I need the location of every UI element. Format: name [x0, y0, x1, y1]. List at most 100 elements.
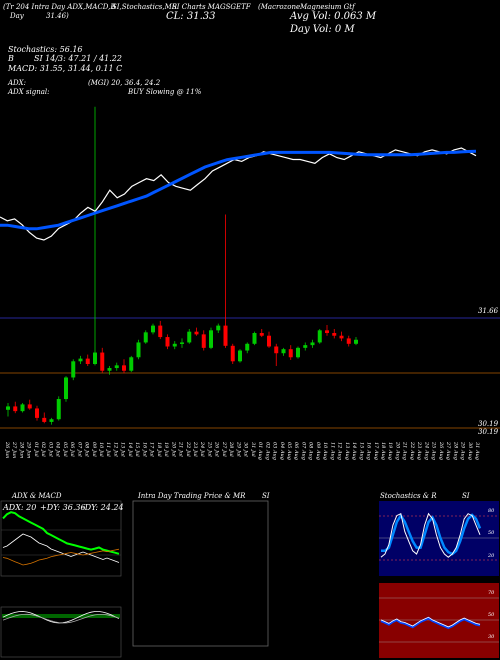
- candle-body: [78, 358, 83, 362]
- close-label: CL: 31.33: [166, 11, 216, 22]
- x-date-label: 17 Aug: [373, 442, 379, 460]
- x-date-label: 06 Aug: [293, 442, 299, 460]
- candle-body: [274, 346, 279, 354]
- x-date-label: 19 Aug: [387, 442, 393, 460]
- x-date-label: 21 Aug: [402, 441, 408, 460]
- x-date-label: 17 Jul: [149, 442, 155, 457]
- x-date-label: 06 Jul: [69, 442, 75, 457]
- x-date-label: 27 Jun: [11, 441, 17, 458]
- candle-body: [114, 365, 119, 369]
- intra-panel-title-b: SI: [262, 492, 270, 500]
- x-date-label: 27 Aug: [445, 441, 451, 460]
- x-date-label: 07 Aug: [300, 442, 306, 460]
- candle-body: [223, 325, 228, 346]
- x-date-label: 28 Jun: [18, 441, 24, 458]
- candle-body: [209, 330, 213, 348]
- candle-body: [259, 333, 264, 336]
- header-line2-b: 31.46): [46, 12, 69, 20]
- x-date-label: 31 Jul: [250, 442, 256, 457]
- x-date-label: 15 Jul: [134, 442, 140, 457]
- candle-body: [20, 404, 25, 412]
- adx-white-line: [2, 533, 120, 563]
- candle-body: [238, 350, 242, 362]
- candle-body: [64, 377, 68, 400]
- candle-body: [107, 368, 112, 371]
- header-line1-c: SI Charts MAGSGETF: [172, 3, 251, 11]
- candle-body: [85, 358, 90, 364]
- candle-body: [201, 334, 206, 348]
- main-price-chart: 26 Jun 27 Jun 28 Jun 29 Jun 01 Jul 02 Jul 03 J…: [0, 106, 500, 460]
- candle-body: [100, 352, 105, 371]
- price-line: [0, 147, 477, 241]
- x-date-label: 25 Jul: [206, 441, 212, 457]
- candle-body: [339, 335, 344, 339]
- candle-body: [296, 347, 300, 358]
- adx-signal-label: ADX signal:: [8, 88, 50, 96]
- candle-body: [158, 325, 163, 338]
- x-date-label: 14 Jul: [127, 442, 133, 457]
- intra-day-panel: [132, 500, 269, 647]
- rsi-axis-70: 70: [488, 590, 495, 596]
- x-date-label: 20 Jul: [170, 441, 176, 457]
- x-date-label: 26 Jun: [4, 441, 10, 458]
- candle-body: [13, 406, 18, 412]
- candle-body: [151, 325, 155, 333]
- rsi-axis-30: 30: [488, 634, 495, 640]
- adx-green-line: [2, 511, 120, 555]
- x-date-label: 23 Aug: [416, 441, 422, 460]
- stoch-axis-50: 50: [488, 530, 495, 536]
- x-date-label: 27 Jul: [221, 441, 227, 457]
- candle-body: [245, 343, 250, 351]
- candle-body: [180, 342, 184, 344]
- macd-signal-line: [2, 613, 120, 624]
- x-date-label: 29 Jul: [235, 441, 241, 457]
- candle-body: [172, 343, 177, 347]
- x-date-label: 01 Jul: [33, 442, 39, 457]
- header-line1-a: (Tr 204 Intra Day ADX,MACD,B: [3, 3, 116, 11]
- adx-label: ADX:: [8, 79, 27, 87]
- x-date-label: 22 Jul: [185, 441, 191, 457]
- stoch-panel-title-b: SI: [462, 492, 470, 500]
- candle-body: [252, 333, 257, 344]
- header-line2-a: Day: [10, 12, 24, 20]
- candle-body: [35, 408, 39, 418]
- stoch-panel-title: Stochastics & R: [380, 492, 437, 500]
- macd-summary: MACD: 31.55, 31.44, 0.11 C: [8, 64, 123, 73]
- candle-body: [165, 337, 170, 347]
- x-date-label: 18 Jul: [156, 442, 162, 457]
- candle-body: [325, 330, 329, 334]
- macd-line: [2, 611, 120, 624]
- rsi-axis-50: 50: [488, 612, 495, 618]
- x-date-label: 10 Jul: [98, 442, 104, 457]
- macd-histogram: [2, 614, 120, 618]
- x-date-label: 28 Jul: [228, 441, 234, 457]
- candle-body: [143, 332, 148, 343]
- x-date-label: 24 Aug: [423, 441, 429, 460]
- candle-body: [136, 342, 141, 358]
- x-date-label: 16 Aug: [366, 442, 372, 460]
- candle-body: [267, 335, 271, 347]
- x-date-label: 16 Jul: [141, 442, 147, 457]
- x-date-label: 14 Aug: [351, 442, 357, 460]
- adx-legend-adx: ADX: 20: [3, 503, 37, 512]
- header-line1-b: SI,Stochastics,MR: [112, 3, 178, 11]
- candle-body: [310, 342, 315, 346]
- x-date-label: 04 Jul: [55, 442, 61, 457]
- candle-body: [317, 330, 322, 343]
- candle-body: [71, 361, 76, 378]
- adx-orange-line: [2, 548, 120, 566]
- x-date-label: 26 Jul: [214, 441, 220, 457]
- intra-panel-title: Intra Day Trading Price & MR: [138, 492, 246, 500]
- x-date-label: 19 Jul: [163, 442, 169, 457]
- candle-body: [303, 345, 308, 348]
- x-date-label: 04 Aug: [279, 442, 285, 460]
- x-date-label: 02 Aug: [264, 442, 270, 460]
- price-label-low2: 30.19: [478, 428, 499, 436]
- candle-body: [346, 338, 351, 344]
- x-date-label: 25 Aug: [431, 441, 437, 460]
- x-date-label: 02 Jul: [40, 442, 46, 457]
- price-label-top: 31.66: [478, 307, 499, 315]
- adx-panel: [0, 500, 122, 577]
- x-date-label: 29 Aug: [460, 441, 466, 460]
- adx-values: (MGI) 20, 36.4, 24.2: [88, 79, 161, 87]
